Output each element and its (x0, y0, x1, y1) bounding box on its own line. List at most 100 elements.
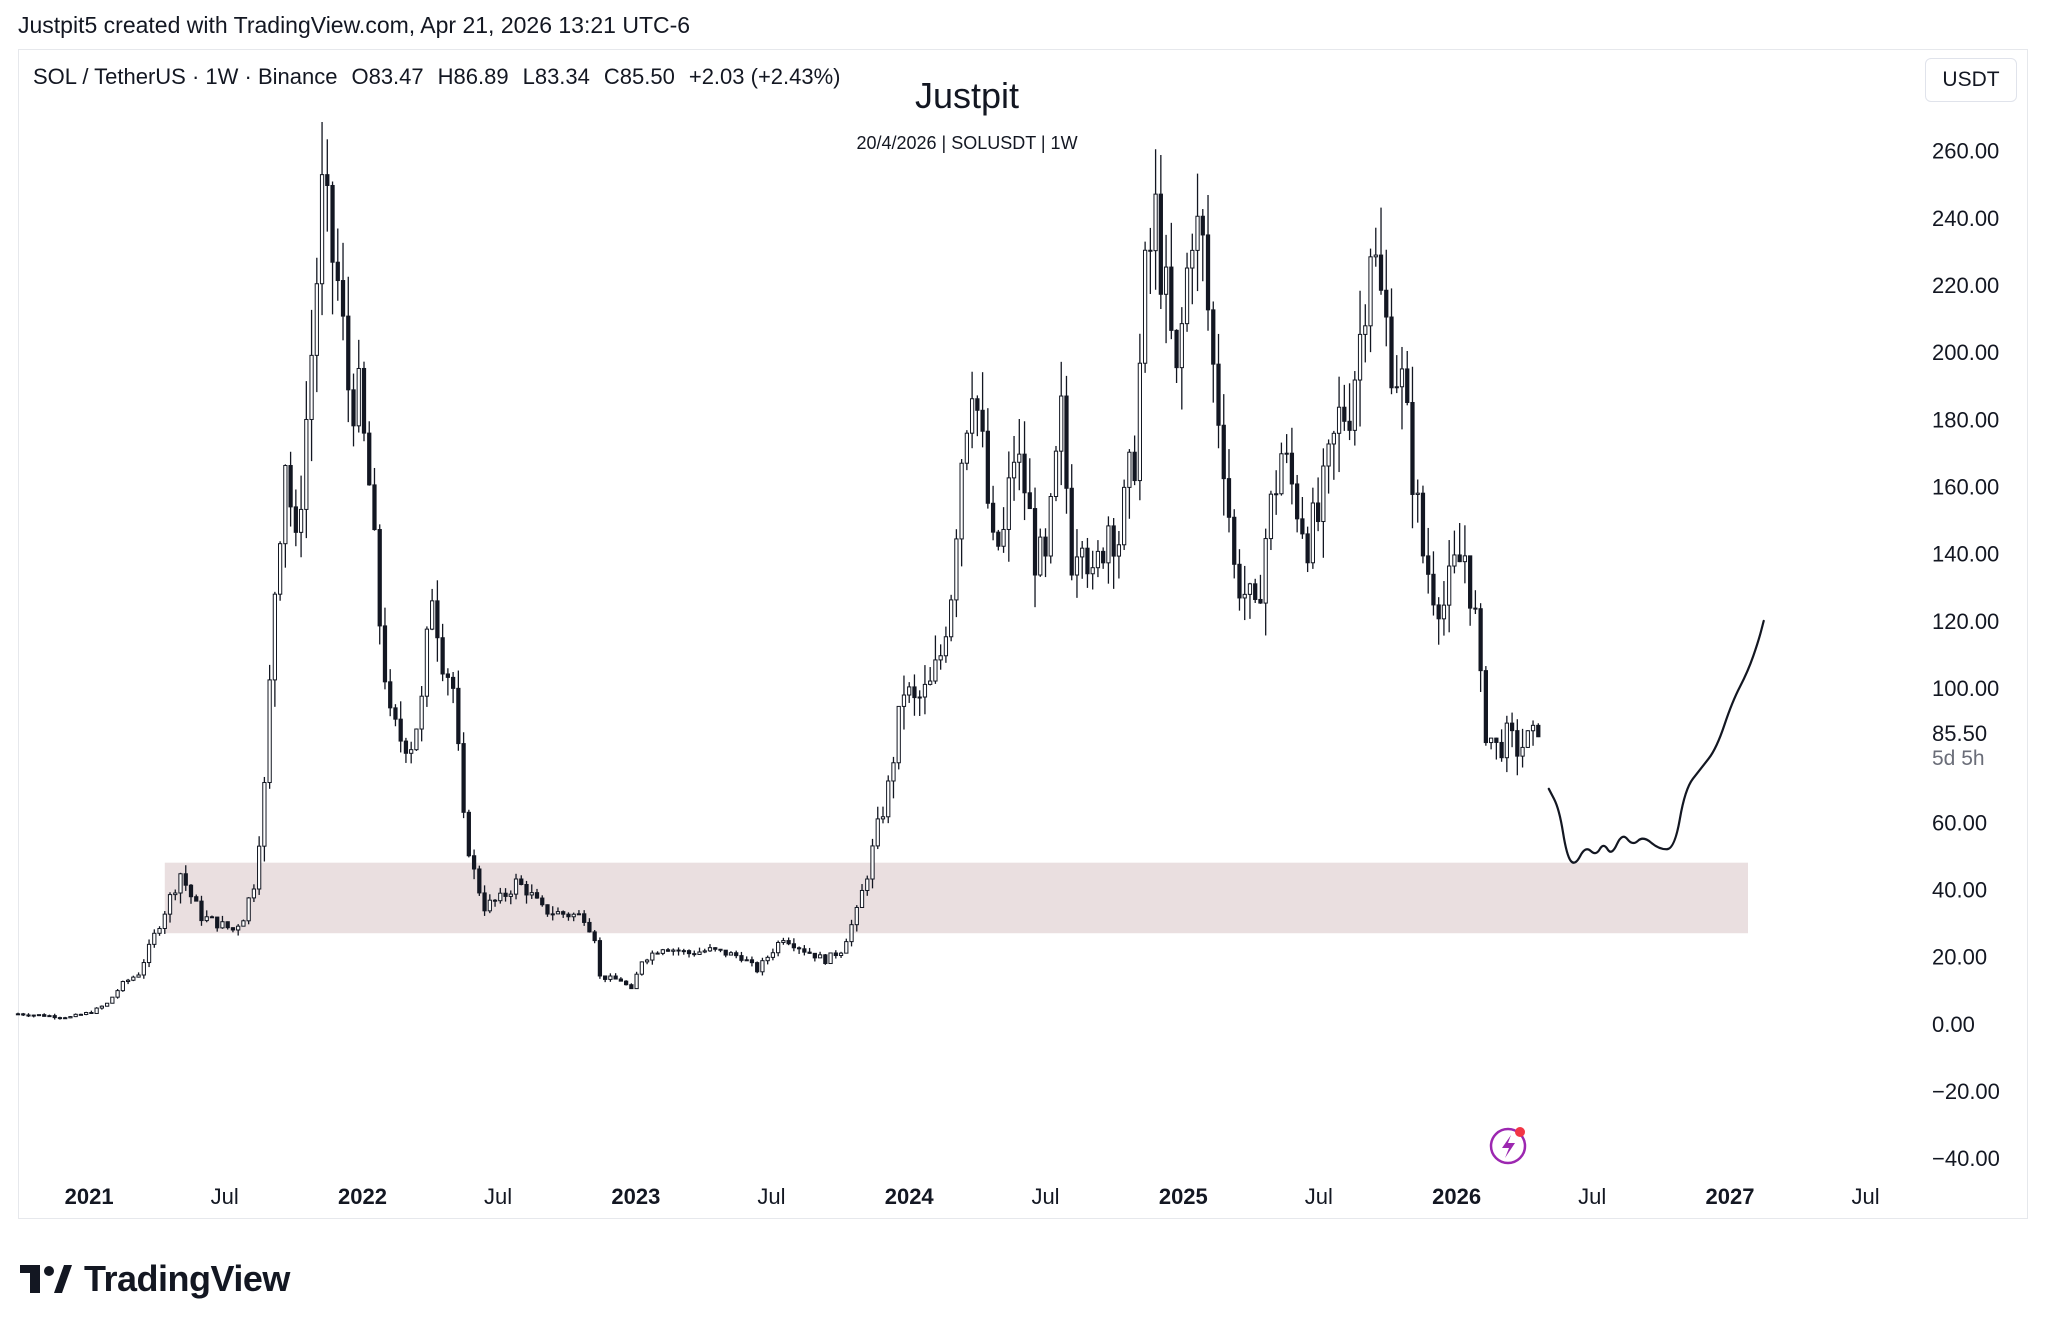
candle-body (1509, 722, 1515, 732)
candle-body (141, 962, 146, 976)
x-tick-label: Jul (1578, 1184, 1606, 1209)
candle-body (828, 952, 833, 965)
candle-body (629, 984, 634, 990)
candle-body (1284, 452, 1289, 455)
candle-body (561, 911, 566, 915)
candle-body (928, 680, 933, 685)
candle-body (1169, 266, 1174, 331)
candle-body (734, 952, 739, 957)
candle-body (1268, 493, 1274, 540)
candle-body (346, 315, 351, 391)
candle-body (660, 949, 665, 954)
y-tick-label: 60.00 (1932, 810, 1987, 835)
tradingview-logo[interactable]: TradingView (20, 1258, 290, 1300)
candle-body (917, 696, 922, 699)
currency-button[interactable]: USDT (1925, 58, 2017, 102)
candle-body (456, 687, 461, 745)
candle-body (377, 529, 382, 627)
candle-body (267, 679, 272, 784)
candle-body (812, 952, 817, 959)
chart-title: Justpit (914, 75, 1020, 116)
candle-body (136, 974, 141, 978)
candle-body (188, 884, 194, 898)
candle-body (1431, 573, 1436, 606)
candle-body (671, 949, 676, 952)
candle-body (781, 940, 786, 943)
candle-body (84, 1012, 89, 1015)
candle-body (1242, 593, 1247, 599)
candle-body (209, 916, 215, 919)
x-tick-label: Jul (484, 1184, 512, 1209)
legend-symbol[interactable]: SOL / TetherUS · 1W · Binance (33, 64, 338, 89)
candle-body (293, 506, 298, 533)
candle-body (1289, 452, 1295, 485)
candle-body (1122, 486, 1127, 546)
legend-high: H86.89 (437, 64, 509, 89)
candle-body (765, 956, 770, 962)
candle-body (744, 959, 749, 962)
candle-body (335, 261, 340, 282)
lightning-alert-icon[interactable] (1489, 1127, 1527, 1165)
candle-body (477, 868, 482, 894)
candle-body (1017, 453, 1022, 463)
candle-body (550, 913, 555, 916)
x-tick-label: Jul (1852, 1184, 1880, 1209)
candle-body (199, 900, 204, 922)
candle-body (901, 694, 907, 707)
candle-body (1043, 536, 1048, 557)
x-tick-label: Jul (757, 1184, 785, 1209)
candle-body (120, 981, 125, 992)
candle-body (246, 897, 251, 922)
candle-body (1190, 249, 1195, 269)
candle-body (162, 913, 167, 930)
candle-body (325, 174, 330, 186)
candle-body (639, 961, 644, 975)
candle-body (393, 707, 398, 720)
candle-body (220, 921, 225, 929)
candle-body (1368, 256, 1373, 327)
y-tick-label: 240.00 (1932, 206, 1999, 231)
candle-body (964, 432, 969, 464)
candle-body (1148, 249, 1153, 252)
candle-body (1452, 554, 1457, 567)
y-tick-label: 180.00 (1932, 407, 1999, 432)
candle-body (125, 979, 131, 983)
candle-body (603, 975, 608, 980)
legend-close: C85.50 (603, 64, 675, 89)
candle-body (1342, 406, 1347, 422)
candle-body (204, 916, 209, 922)
candle-body (1447, 565, 1452, 606)
candle-body (288, 465, 293, 508)
candle-body (99, 1005, 105, 1009)
candle-body (1022, 453, 1027, 494)
candle-body (430, 600, 435, 630)
candle-body (975, 398, 980, 411)
candle-body (309, 354, 314, 420)
candle-body (1436, 604, 1441, 620)
candle-body (597, 940, 603, 977)
legend-open: O83.47 (351, 64, 424, 89)
candle-body (356, 367, 361, 427)
candle-body (985, 430, 990, 504)
y-tick-label: 100.00 (1932, 676, 1999, 701)
candle-body (760, 960, 765, 973)
candle-body (644, 959, 650, 963)
candle-body (534, 892, 540, 899)
candle-body (922, 683, 928, 698)
symbol-legend: SOL / TetherUS · 1W · Binance O83.47 H86.8… (33, 64, 855, 90)
candle-body (1336, 406, 1342, 434)
candle-body (104, 1002, 110, 1007)
candle-body (42, 1014, 47, 1017)
candle-body (382, 625, 388, 683)
candle-body (665, 949, 671, 952)
candle-body (194, 896, 199, 902)
lightning-icon-ring (1489, 1127, 1527, 1165)
candle-body (403, 740, 409, 754)
candle-body (990, 502, 996, 533)
x-tick-label: Jul (1031, 1184, 1059, 1209)
candle-body (1468, 555, 1473, 609)
candle-body (26, 1014, 31, 1017)
candle-body (304, 418, 309, 510)
candle-body (1226, 478, 1232, 518)
